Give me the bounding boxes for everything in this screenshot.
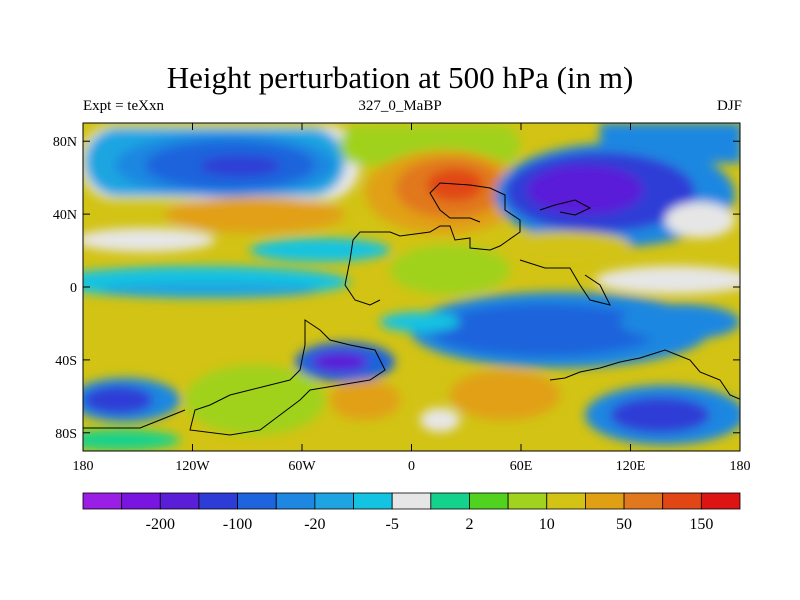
colorbar-swatch — [82, 492, 123, 510]
y-tick-label: 0 — [70, 281, 77, 296]
chart-title: Height perturbation at 500 hPa (in m) — [166, 60, 634, 95]
field-zone — [390, 245, 510, 295]
field-zone — [427, 169, 483, 201]
colorbar-label: -100 — [223, 516, 252, 533]
colorbar-swatch — [546, 492, 586, 510]
coastline-segment — [344, 239, 381, 306]
coastline-segment — [189, 319, 386, 436]
coastline-segment — [352, 182, 521, 251]
y-tick-label: 40N — [53, 208, 77, 223]
y-tick-label: 40S — [55, 354, 77, 369]
colorbar-swatch — [275, 492, 316, 510]
field-zone — [83, 228, 215, 252]
experiment-label: Expt = teXxn — [83, 98, 164, 114]
field-zone — [100, 282, 320, 298]
field-zone — [380, 312, 460, 332]
y-tick-label: 80S — [55, 427, 77, 442]
field-zone — [595, 266, 740, 294]
colorbar-swatch — [314, 492, 354, 510]
x-tick-label: 60E — [510, 459, 533, 474]
field-zone — [185, 365, 325, 435]
colorbar-label: 2 — [465, 516, 473, 533]
colorbar-label: -5 — [386, 516, 399, 533]
x-tick-label: 120E — [616, 459, 646, 474]
field-zone — [430, 304, 660, 356]
field-zone — [610, 397, 710, 433]
colorbar-label: -200 — [146, 516, 175, 533]
field-zone — [200, 156, 280, 176]
field-zone — [620, 304, 740, 340]
coastlines — [83, 182, 740, 436]
coastline-segment — [83, 409, 186, 429]
field-zone — [250, 238, 390, 262]
colorbar-label: 150 — [689, 516, 713, 533]
colorbar-swatch — [507, 492, 548, 510]
x-tick-label: 180 — [730, 459, 751, 474]
field-zone — [83, 386, 153, 414]
x-tick-label: 120W — [175, 459, 210, 474]
colorbar-swatch — [198, 492, 238, 510]
x-tick-label: 0 — [408, 459, 415, 474]
coastline-segment — [539, 199, 592, 216]
colorbar-label: -20 — [304, 516, 325, 533]
coastline-segment — [519, 259, 611, 306]
colorbar-swatch — [121, 492, 161, 510]
coastline-segment — [549, 349, 740, 400]
colorbar: -200 -100 -20 -5 2 10 50 150 — [82, 492, 741, 533]
x-tick-label: 180 — [73, 459, 94, 474]
field-zone — [83, 430, 180, 450]
colorbar-swatch — [237, 492, 277, 510]
colorbar-swatch — [159, 492, 200, 510]
x-axis: 180 120W 60W 0 60E 120E 180 — [73, 123, 751, 474]
x-tick-label: 60W — [288, 459, 316, 474]
colorbar-label: 10 — [539, 516, 555, 533]
field-zone — [527, 165, 643, 215]
field-zone — [665, 202, 735, 238]
run-label: 327_0_MaBP — [358, 98, 442, 114]
y-axis: 80N 40N 0 40S 80S — [53, 135, 740, 442]
contour-field — [83, 123, 740, 451]
colorbar-swatch — [430, 492, 470, 510]
colorbar-label: 50 — [616, 516, 632, 533]
colorbar-swatch — [391, 492, 432, 510]
field-zone — [500, 231, 630, 259]
season-label: DJF — [716, 98, 742, 114]
y-tick-label: 80N — [53, 135, 77, 150]
colorbar-swatch — [662, 492, 702, 510]
colorbar-swatch — [353, 492, 393, 510]
field-zone — [165, 197, 345, 233]
colorbar-swatch — [623, 492, 664, 510]
colorbar-swatch — [585, 492, 625, 510]
field-zone — [330, 380, 400, 420]
field-zone — [420, 408, 460, 432]
colorbar-swatch — [469, 492, 509, 510]
field-zone — [450, 370, 560, 420]
colorbar-swatch — [700, 492, 741, 510]
field-zone — [312, 352, 368, 372]
